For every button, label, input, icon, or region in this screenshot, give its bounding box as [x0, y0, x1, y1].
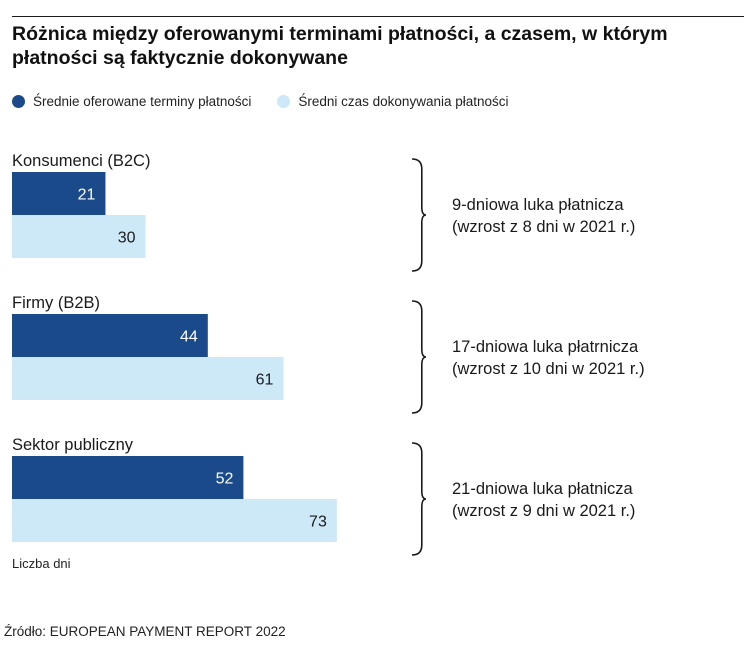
legend-label-offered: Średnie oferowane terminy płatności — [33, 93, 252, 109]
legend-label-actual: Średni czas dokonywania płatności — [298, 93, 509, 109]
gap-annotation-sektor-publiczny-line1: 21-dniowa luka płatnicza — [452, 480, 634, 498]
legend-swatch-offered — [12, 94, 25, 108]
legend-item-actual: Średni czas dokonywania płatności — [277, 93, 509, 109]
gap-annotation-konsumenci-b2c-line2: (wzrost z 8 dni w 2021 r.) — [452, 218, 635, 236]
category-label-firmy-b2b: Firmy (B2B) — [12, 294, 100, 312]
gap-annotation-firmy-b2b-line1: 17-dniowa luka płatrnicza — [452, 338, 639, 356]
axis-label: Liczba dni — [12, 556, 71, 571]
top-rule — [12, 16, 744, 17]
bar-firmy-b2b-actual — [12, 357, 284, 400]
category-label-sektor-publiczny: Sektor publiczny — [12, 436, 134, 454]
bar-konsumenci-b2c-actual — [12, 215, 146, 258]
value-label-konsumenci-b2c-offered: 21 — [78, 187, 96, 204]
gap-annotation-sektor-publiczny-line2: (wzrost z 9 dni w 2021 r.) — [452, 502, 635, 520]
chart-title: Różnica między oferowanymi terminami pła… — [12, 23, 668, 69]
gap-annotation-firmy-b2b-line2: (wzrost z 10 dni w 2021 r.) — [452, 360, 645, 378]
brace-firmy-b2b — [411, 300, 427, 414]
bar-konsumenci-b2c-offered — [12, 172, 106, 215]
legend-item-offered: Średnie oferowane terminy płatności — [12, 94, 251, 109]
value-label-firmy-b2b-offered: 44 — [180, 329, 198, 346]
bar-sektor-publiczny-offered — [12, 456, 244, 499]
bar-sektor-publiczny-actual — [12, 499, 337, 542]
value-label-sektor-publiczny-actual: 73 — [309, 514, 327, 531]
legend-swatch-actual — [277, 94, 291, 108]
bar-firmy-b2b-offered — [12, 314, 208, 357]
brace-konsumenci-b2c — [411, 158, 427, 272]
gap-annotation-konsumenci-b2c-line1: 9-dniowa luka płatnicza — [452, 196, 624, 214]
brace-sektor-publiczny — [411, 442, 427, 556]
value-label-firmy-b2b-actual: 61 — [256, 372, 274, 389]
value-label-sektor-publiczny-offered: 52 — [216, 471, 234, 488]
category-label-konsumenci-b2c: Konsumenci (B2C) — [12, 152, 150, 170]
legend: Średnie oferowane terminy płatności Śred… — [12, 91, 535, 111]
source-note: Źródło: EUROPEAN PAYMENT REPORT 2022 — [4, 624, 286, 639]
value-label-konsumenci-b2c-actual: 30 — [118, 230, 136, 247]
